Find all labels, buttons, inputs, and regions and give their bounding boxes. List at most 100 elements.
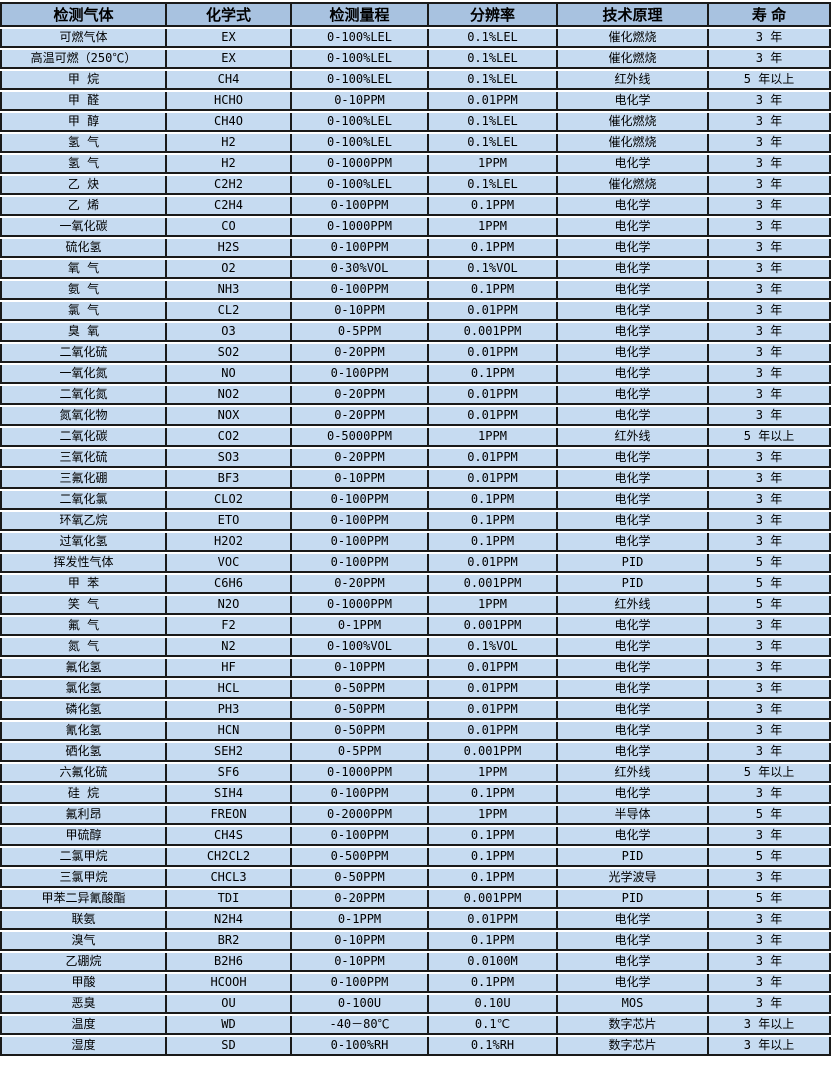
cell-principle: 催化燃烧	[558, 176, 709, 195]
cell-life: 3 年	[709, 344, 831, 363]
cell-principle: 催化燃烧	[558, 134, 709, 153]
cell-gas: 甲 苯	[0, 575, 167, 594]
cell-resolution: 1PPM	[429, 596, 558, 615]
cell-gas: 甲硫醇	[0, 827, 167, 846]
header-row: 检测气体 化学式 检测量程 分辨率 技术原理寿 命	[0, 2, 831, 27]
table-row: 硫化氢 H2S 0-100PPM 0.1PPM 电化学 3 年	[0, 239, 831, 258]
cell-resolution: 0.01PPM	[429, 701, 558, 720]
cell-resolution: 1PPM	[429, 428, 558, 447]
cell-formula: NO	[167, 365, 292, 384]
cell-formula: O3	[167, 323, 292, 342]
cell-range: 0-1000PPM	[292, 596, 429, 615]
cell-resolution: 0.1%LEL	[429, 71, 558, 90]
table-row: 湿度 SD 0-100%RH 0.1%RH 数字芯片 3 年以上	[0, 1037, 831, 1056]
cell-formula: BF3	[167, 470, 292, 489]
cell-range: 0-1PPM	[292, 617, 429, 636]
cell-formula: BR2	[167, 932, 292, 951]
table-row: 一氧化氮 NO 0-100PPM 0.1PPM 电化学 3 年	[0, 365, 831, 384]
cell-gas: 挥发性气体	[0, 554, 167, 573]
cell-resolution: 0.1PPM	[429, 239, 558, 258]
cell-life: 3 年	[709, 239, 831, 258]
cell-gas: 湿度	[0, 1037, 167, 1056]
cell-resolution: 0.1%LEL	[429, 113, 558, 132]
table-row: 氮 气 N2 0-100%VOL 0.1%VOL 电化学 3 年	[0, 638, 831, 657]
cell-principle: 电化学	[558, 911, 709, 930]
cell-range: 0-1000PPM	[292, 218, 429, 237]
cell-principle: 电化学	[558, 323, 709, 342]
cell-gas: 三氟化硼	[0, 470, 167, 489]
cell-formula: H2S	[167, 239, 292, 258]
cell-resolution: 0.1%LEL	[429, 134, 558, 153]
cell-life: 5 年以上	[709, 428, 831, 447]
cell-gas: 臭 氧	[0, 323, 167, 342]
cell-gas: 氰化氢	[0, 722, 167, 741]
cell-range: 0-5PPM	[292, 743, 429, 762]
cell-principle: PID	[558, 890, 709, 909]
cell-resolution: 1PPM	[429, 155, 558, 174]
cell-range: 0-100PPM	[292, 239, 429, 258]
cell-formula: HCN	[167, 722, 292, 741]
cell-principle: 电化学	[558, 92, 709, 111]
table-row: 甲 烷 CH4 0-100%LEL 0.1%LEL 红外线 5 年以上	[0, 71, 831, 90]
table-row: 六氟化硫 SF6 0-1000PPM 1PPM 红外线 5 年以上	[0, 764, 831, 783]
cell-gas: 二氧化硫	[0, 344, 167, 363]
cell-gas: 氮 气	[0, 638, 167, 657]
cell-life: 3 年	[709, 953, 831, 972]
cell-gas: 二氯甲烷	[0, 848, 167, 867]
table-row: 氯化氢 HCL 0-50PPM 0.01PPM 电化学 3 年	[0, 680, 831, 699]
cell-life: 3 年	[709, 218, 831, 237]
cell-gas: 可燃气体	[0, 29, 167, 48]
cell-life: 5 年	[709, 806, 831, 825]
cell-resolution: 0.01PPM	[429, 302, 558, 321]
cell-formula: EX	[167, 29, 292, 48]
cell-principle: 电化学	[558, 722, 709, 741]
cell-range: 0-100%LEL	[292, 134, 429, 153]
table-row: 二氯甲烷 CH2CL2 0-500PPM 0.1PPM PID 5 年	[0, 848, 831, 867]
cell-resolution: 0.1PPM	[429, 512, 558, 531]
cell-gas: 甲酸	[0, 974, 167, 993]
table-row: 挥发性气体 VOC 0-100PPM 0.01PPM PID 5 年	[0, 554, 831, 573]
cell-gas: 恶臭	[0, 995, 167, 1014]
cell-principle: 半导体	[558, 806, 709, 825]
cell-resolution: 0.01PPM	[429, 92, 558, 111]
cell-range: 0-20PPM	[292, 407, 429, 426]
table-row: 乙 炔 C2H2 0-100%LEL 0.1%LEL 催化燃烧 3 年	[0, 176, 831, 195]
cell-gas: 笑 气	[0, 596, 167, 615]
cell-principle: 电化学	[558, 470, 709, 489]
cell-principle: 电化学	[558, 491, 709, 510]
cell-formula: H2	[167, 155, 292, 174]
cell-formula: N2H4	[167, 911, 292, 930]
column-header-formula: 化学式	[167, 2, 292, 27]
cell-gas: 硅 烷	[0, 785, 167, 804]
cell-principle: 电化学	[558, 533, 709, 552]
cell-life: 3 年	[709, 617, 831, 636]
cell-life: 3 年	[709, 155, 831, 174]
cell-resolution: 0.1PPM	[429, 974, 558, 993]
cell-resolution: 1PPM	[429, 218, 558, 237]
cell-resolution: 0.01PPM	[429, 659, 558, 678]
cell-range: 0-100PPM	[292, 827, 429, 846]
cell-range: 0-20PPM	[292, 386, 429, 405]
cell-principle: 电化学	[558, 197, 709, 216]
cell-formula: HCHO	[167, 92, 292, 111]
cell-gas: 甲 烷	[0, 71, 167, 90]
table-row: 甲苯二异氰酸酯 TDI 0-20PPM 0.001PPM PID 5 年	[0, 890, 831, 909]
cell-formula: SIH4	[167, 785, 292, 804]
cell-life: 5 年	[709, 890, 831, 909]
table-row: 氨 气 NH3 0-100PPM 0.1PPM 电化学 3 年	[0, 281, 831, 300]
cell-resolution: 0.1%RH	[429, 1037, 558, 1056]
cell-resolution: 0.1PPM	[429, 932, 558, 951]
table-body: 可燃气体 EX 0-100%LEL 0.1%LEL 催化燃烧 3 年高温可燃（250℃） E…	[0, 29, 831, 1056]
cell-life: 3 年	[709, 302, 831, 321]
cell-life: 5 年以上	[709, 71, 831, 90]
cell-range: 0-30%VOL	[292, 260, 429, 279]
cell-resolution: 0.01PPM	[429, 407, 558, 426]
table-row: 硒化氢 SEH2 0-5PPM 0.001PPM 电化学 3 年	[0, 743, 831, 762]
cell-principle: 电化学	[558, 974, 709, 993]
cell-gas: 三氯甲烷	[0, 869, 167, 888]
cell-life: 3 年	[709, 533, 831, 552]
cell-principle: 红外线	[558, 71, 709, 90]
cell-range: 0-10PPM	[292, 470, 429, 489]
cell-life: 3 年	[709, 407, 831, 426]
cell-formula: CH4S	[167, 827, 292, 846]
